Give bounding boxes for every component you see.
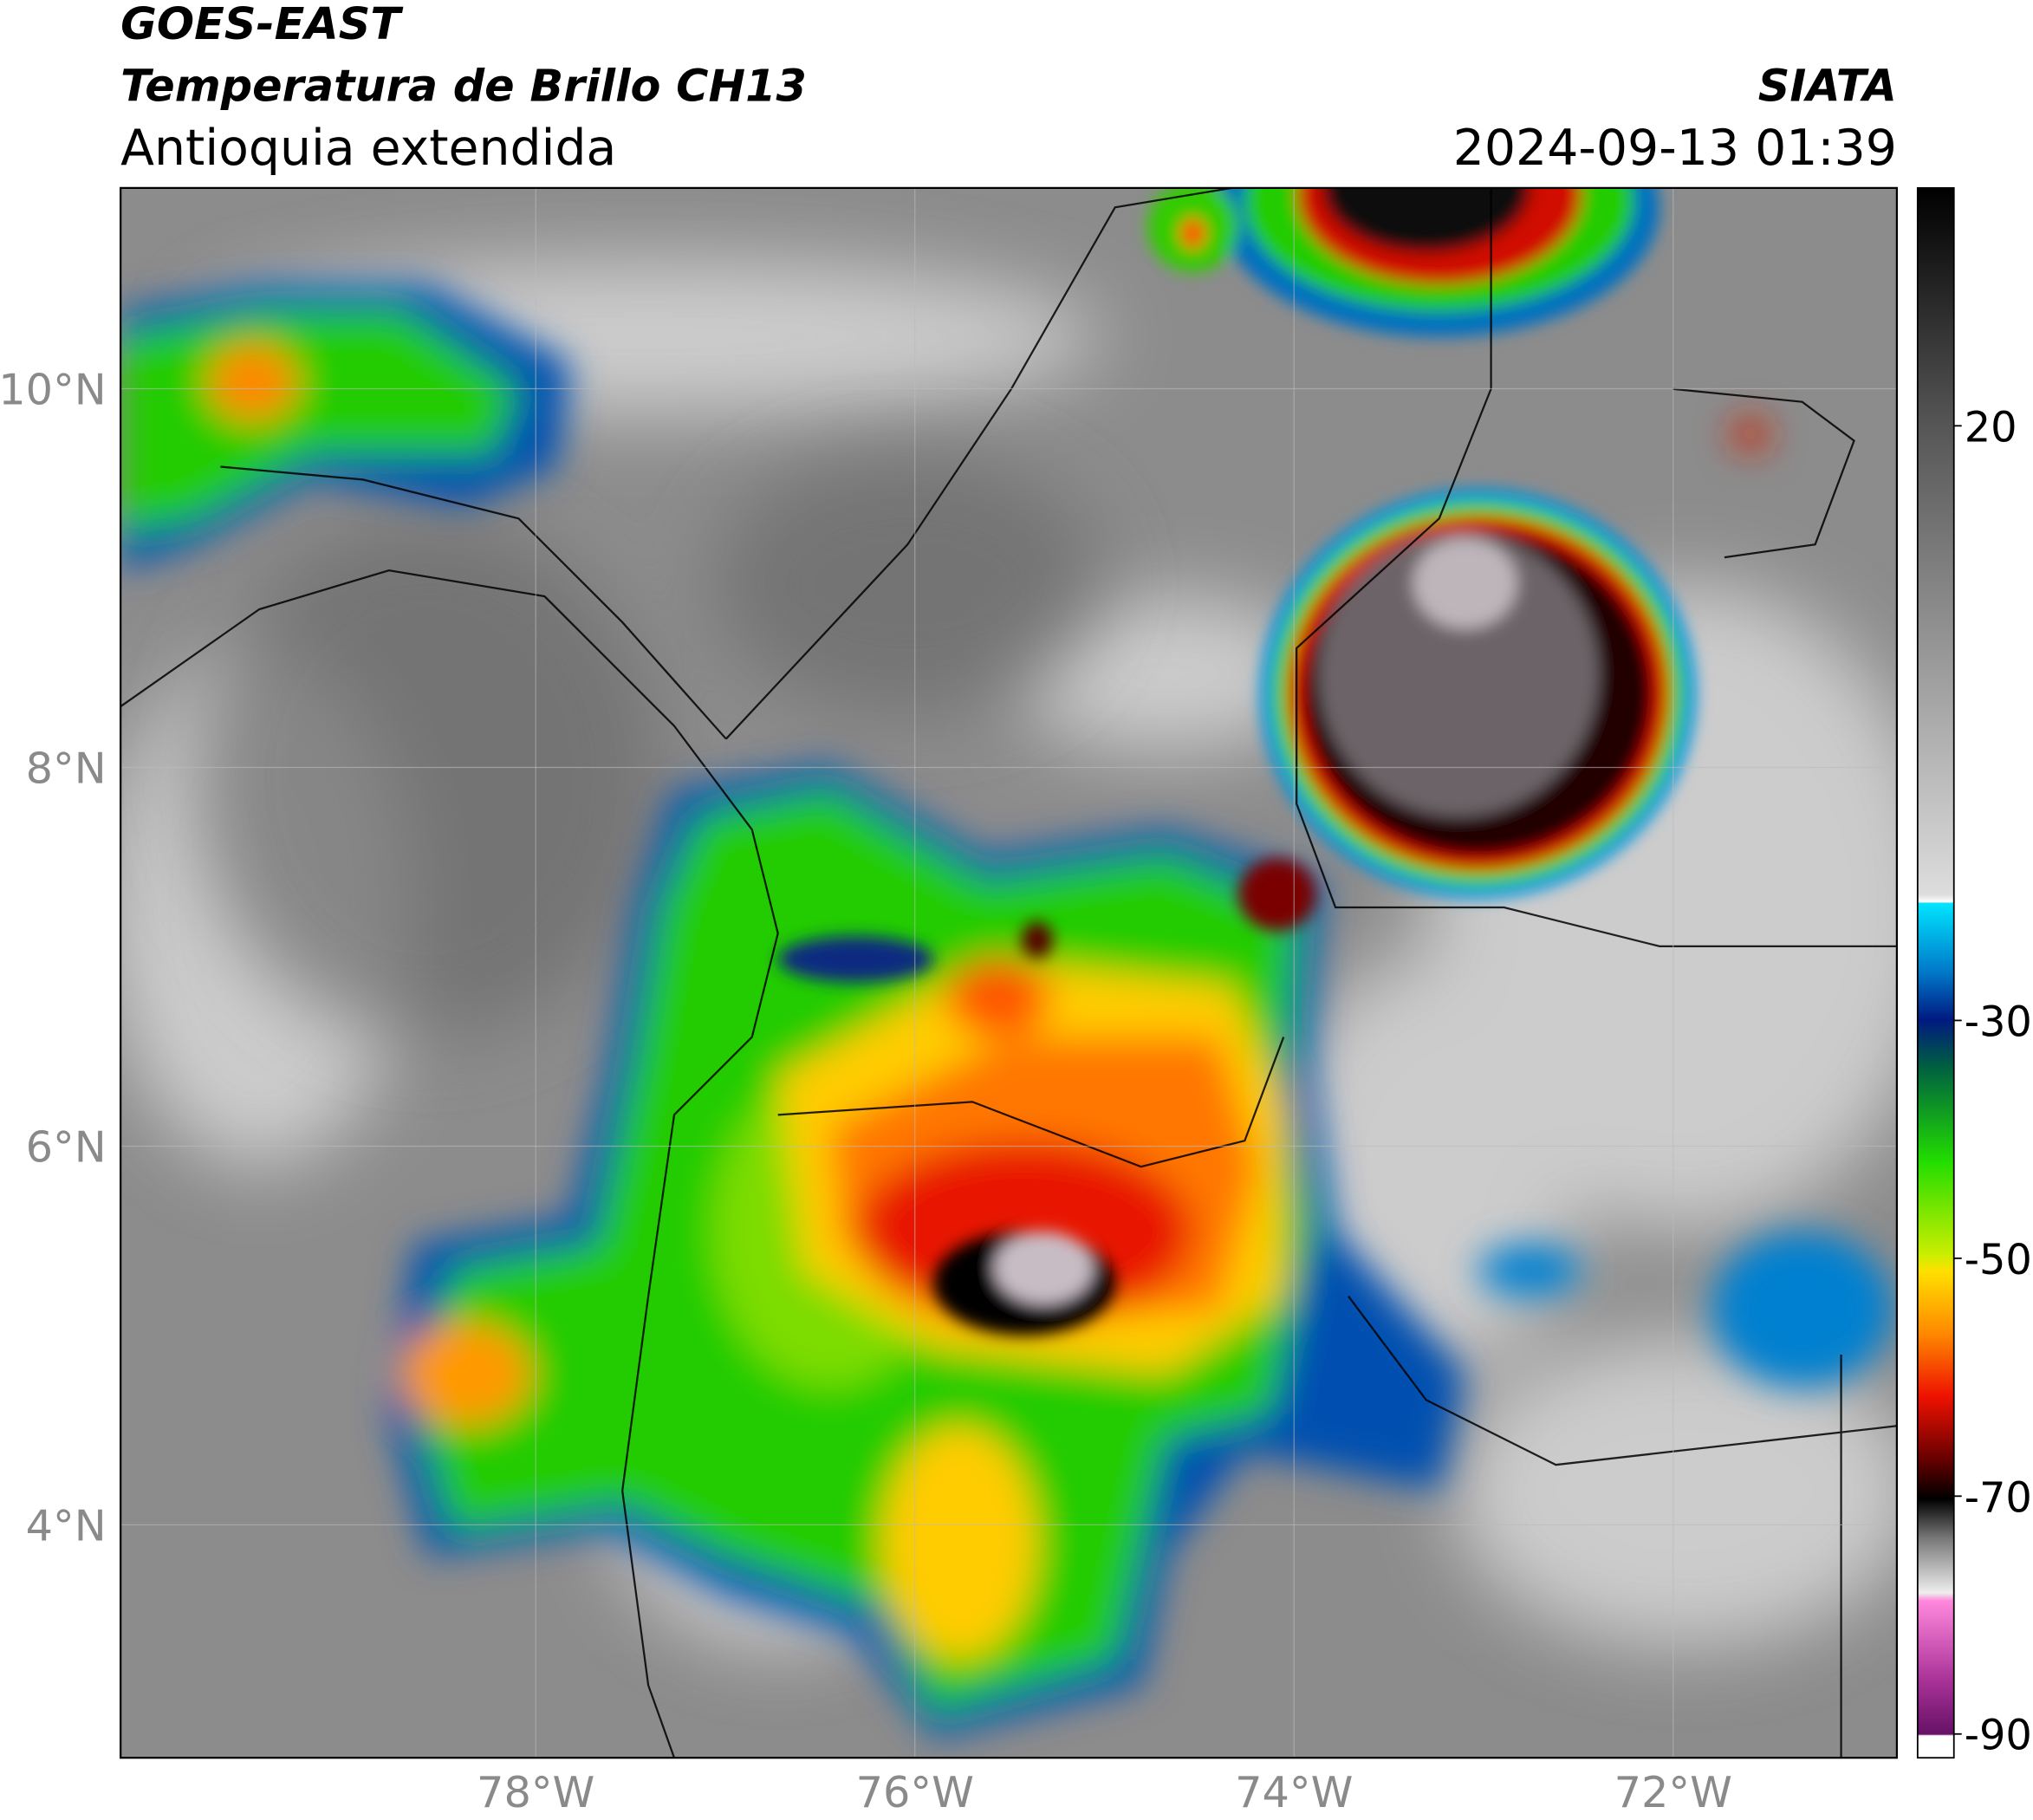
y-tick-label: 8°N [26, 743, 107, 793]
colorbar-tick-label: -30 [1965, 998, 2032, 1046]
y-tick-label: 6°N [26, 1121, 107, 1172]
product-title: Temperatura de Brillo CH13 [120, 61, 807, 112]
x-tick-label: 76°W [856, 1767, 974, 1817]
colorbar-tick-label: -50 [1965, 1237, 2032, 1284]
satellite-title: GOES-EAST [120, 0, 404, 49]
colorbar [1916, 186, 1955, 1759]
graticule [120, 187, 1897, 1758]
source-label: SIATA [1758, 61, 1897, 112]
colorbar-tick-label: -90 [1965, 1713, 2032, 1760]
datetime-label: 2024-09-13 01:39 [1453, 120, 1897, 177]
y-tick-label: 10°N [0, 364, 107, 414]
map-frame [120, 186, 1899, 1759]
colorbar-tick-label: -70 [1965, 1474, 2032, 1522]
x-tick-label: 74°W [1235, 1767, 1353, 1817]
x-tick-label: 72°W [1614, 1767, 1732, 1817]
region-title: Antioquia extendida [120, 120, 616, 177]
y-tick-label: 4°N [26, 1500, 107, 1550]
x-tick-label: 78°W [477, 1767, 594, 1817]
satellite-image [120, 187, 1897, 1758]
colorbar-tick-label: 20 [1965, 404, 2017, 452]
